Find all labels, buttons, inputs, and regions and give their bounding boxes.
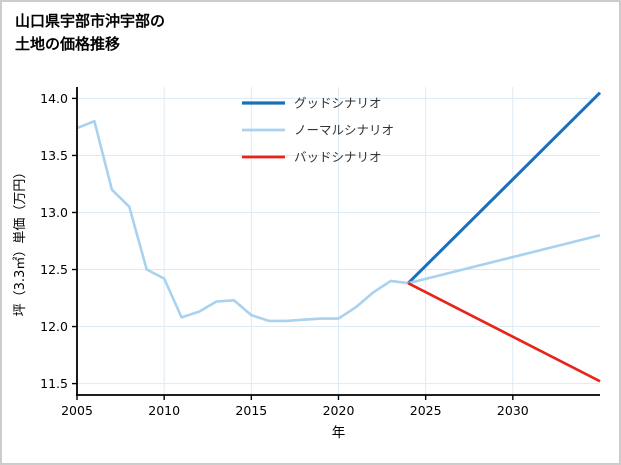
- series-line-ノーマルシナリオ: [407, 234, 601, 285]
- y-tick-label: 13.0: [40, 205, 68, 220]
- series-line-実績（ノーマルシナリオ過去）: [76, 119, 409, 323]
- legend-label: バッドシナリオ: [294, 150, 382, 165]
- y-tick-label: 11.5: [40, 376, 68, 391]
- chart-title: 山口県宇部市沖宇部の 土地の価格推移: [15, 10, 165, 57]
- x-tick-label: 2005: [61, 403, 93, 418]
- chart-title-line2: 土地の価格推移: [15, 35, 121, 54]
- x-tick-label: 2015: [235, 403, 267, 418]
- y-tick-label: 12.5: [40, 262, 68, 277]
- series-line-グッドシナリオ: [407, 91, 602, 285]
- x-tick-label: 2020: [323, 403, 355, 418]
- gridlines: [76, 87, 600, 395]
- series-line-バッドシナリオ: [407, 282, 601, 383]
- x-axis-title: 年: [332, 425, 346, 441]
- y-tick-label: 13.5: [40, 148, 68, 163]
- y-tick-label: 14.0: [40, 91, 68, 106]
- y-tick-label: 12.0: [40, 319, 68, 334]
- x-tick-label: 2025: [410, 403, 442, 418]
- x-tick-label: 2030: [497, 403, 529, 418]
- x-tick-label: 2010: [148, 403, 180, 418]
- chart-title-line1: 山口県宇部市沖宇部の: [15, 12, 166, 30]
- legend-label: ノーマルシナリオ: [294, 123, 394, 138]
- legend-label: グッドシナリオ: [294, 96, 382, 111]
- y-axis-title: 坪（3.3㎡）単価（万円）: [12, 166, 28, 317]
